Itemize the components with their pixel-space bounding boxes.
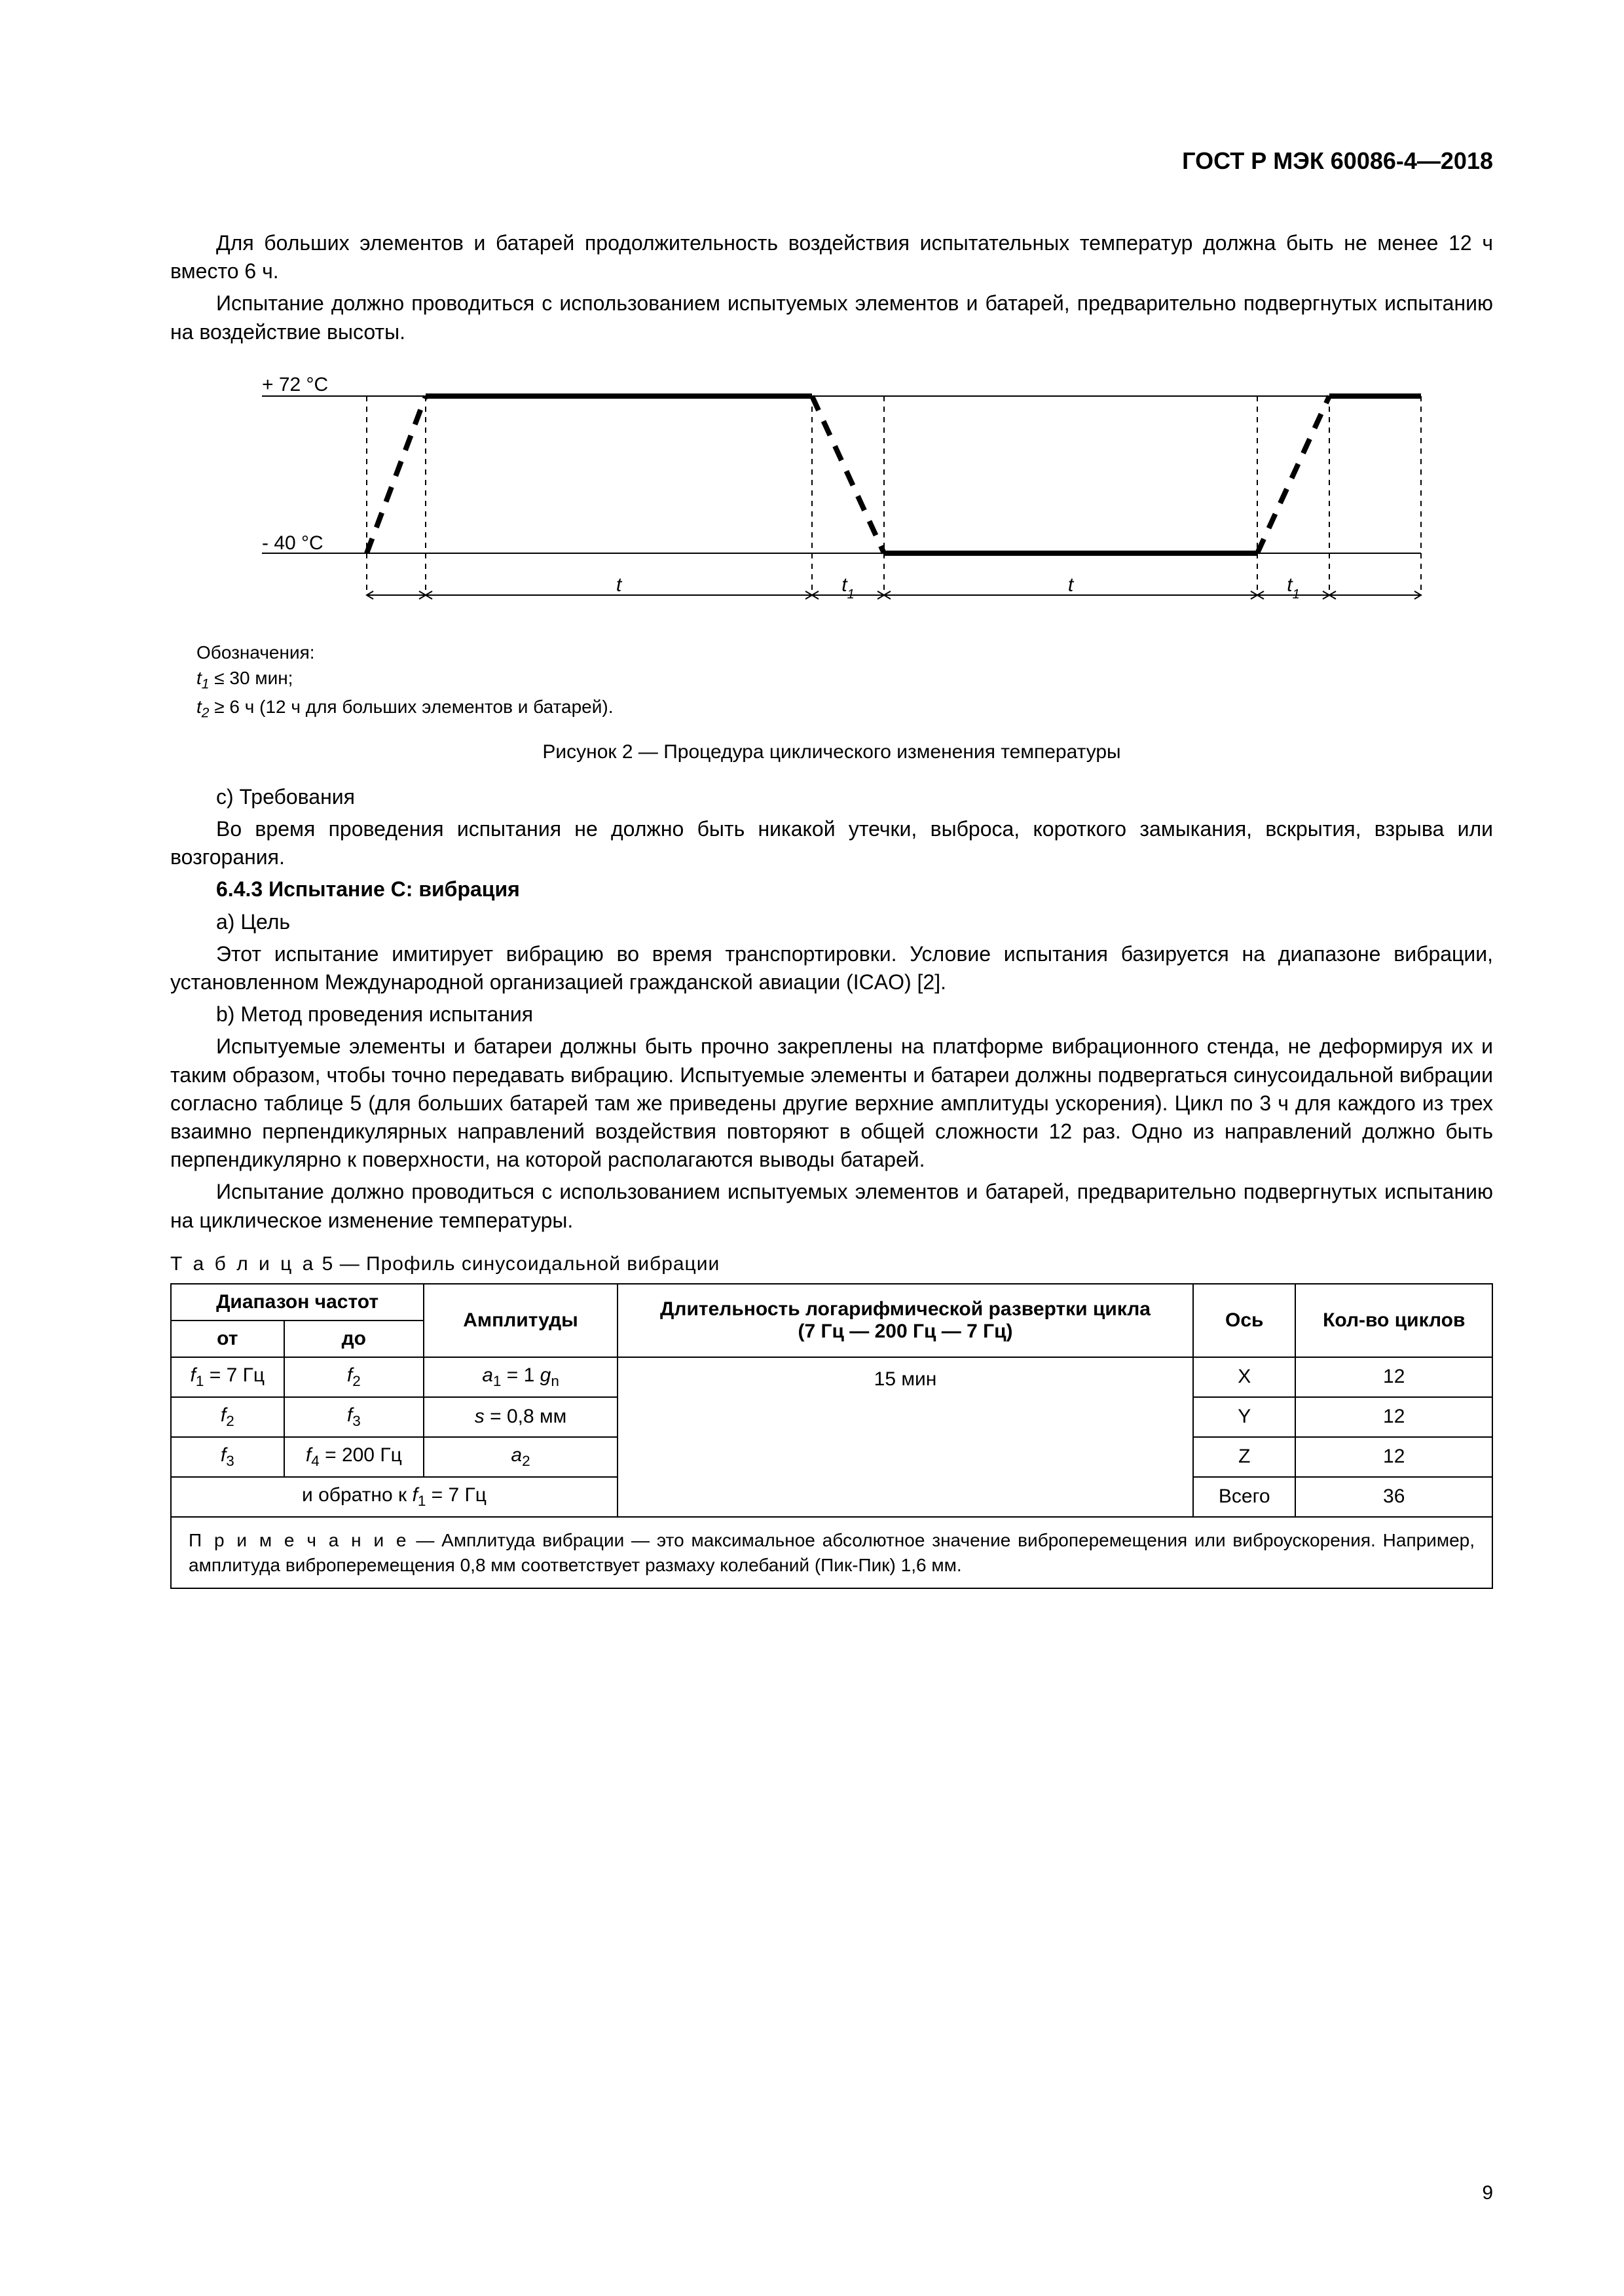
- temp-low-label: - 40 °C: [262, 532, 323, 554]
- figure-2: + 72 °C - 40 °C: [170, 366, 1493, 763]
- svg-text:t: t: [616, 574, 623, 596]
- table-5: Диапазон частот Амплитуды Длительность л…: [170, 1283, 1493, 1590]
- col-to: до: [284, 1321, 424, 1357]
- section-643-title: 6.4.3 Испытание C: вибрация: [170, 875, 1493, 903]
- temp-high-label: + 72 °C: [262, 374, 328, 395]
- c-req-text: Во время проведения испытания не должно …: [170, 815, 1493, 871]
- col-dur: Длительность логарифмической развертки ц…: [618, 1284, 1193, 1357]
- table-row: Диапазон частот Амплитуды Длительность л…: [171, 1284, 1492, 1321]
- note-prefix: П р и м е ч а н и е: [189, 1530, 409, 1550]
- svg-text:t: t: [1068, 574, 1075, 596]
- c-req-label: c) Требования: [170, 783, 1493, 811]
- table-row: П р и м е ч а н и е — Амплитуда вибрации…: [171, 1517, 1492, 1589]
- intro-p2: Испытание должно проводиться с использов…: [170, 289, 1493, 346]
- page-number: 9: [1482, 2182, 1493, 2204]
- col-freq: Диапазон частот: [171, 1284, 424, 1321]
- b-text-2: Испытание должно проводиться с использов…: [170, 1178, 1493, 1234]
- legend-line-2: t2 ≥ 6 ч (12 ч для больших элементов и б…: [196, 694, 1493, 723]
- svg-text:t1: t1: [841, 574, 854, 602]
- b-label: b) Метод проведения испытания: [170, 1000, 1493, 1029]
- svg-text:t1: t1: [1287, 574, 1299, 602]
- a-label: a) Цель: [170, 908, 1493, 936]
- col-amp: Амплитуды: [424, 1284, 618, 1357]
- figure-caption: Рисунок 2 — Процедура циклического измен…: [170, 741, 1493, 763]
- table-row: f1 = 7 Гц f2 a1 = 1 gn 15 мин X 12: [171, 1357, 1492, 1397]
- standard-header: ГОСТ Р МЭК 60086-4—2018: [1182, 147, 1493, 175]
- temperature-cycle-chart: + 72 °C - 40 °C: [223, 366, 1441, 628]
- figure-legend: Обозначения: t1 ≤ 30 мин; t2 ≥ 6 ч (12 ч…: [196, 640, 1493, 723]
- a-text: Этот испытание имитирует вибрацию во вре…: [170, 940, 1493, 996]
- b-text-1: Испытуемые элементы и батареи должны быт…: [170, 1032, 1493, 1174]
- legend-title: Обозначения:: [196, 640, 1493, 665]
- intro-p1: Для больших элементов и батарей продолжи…: [170, 229, 1493, 285]
- col-axis: Ось: [1193, 1284, 1295, 1357]
- col-cycles: Кол-во циклов: [1295, 1284, 1492, 1357]
- col-from: от: [171, 1321, 284, 1357]
- table-5-caption: Т а б л и ц а 5 — Профиль синусоидальной…: [170, 1253, 1493, 1275]
- legend-line-1: t1 ≤ 30 мин;: [196, 665, 1493, 694]
